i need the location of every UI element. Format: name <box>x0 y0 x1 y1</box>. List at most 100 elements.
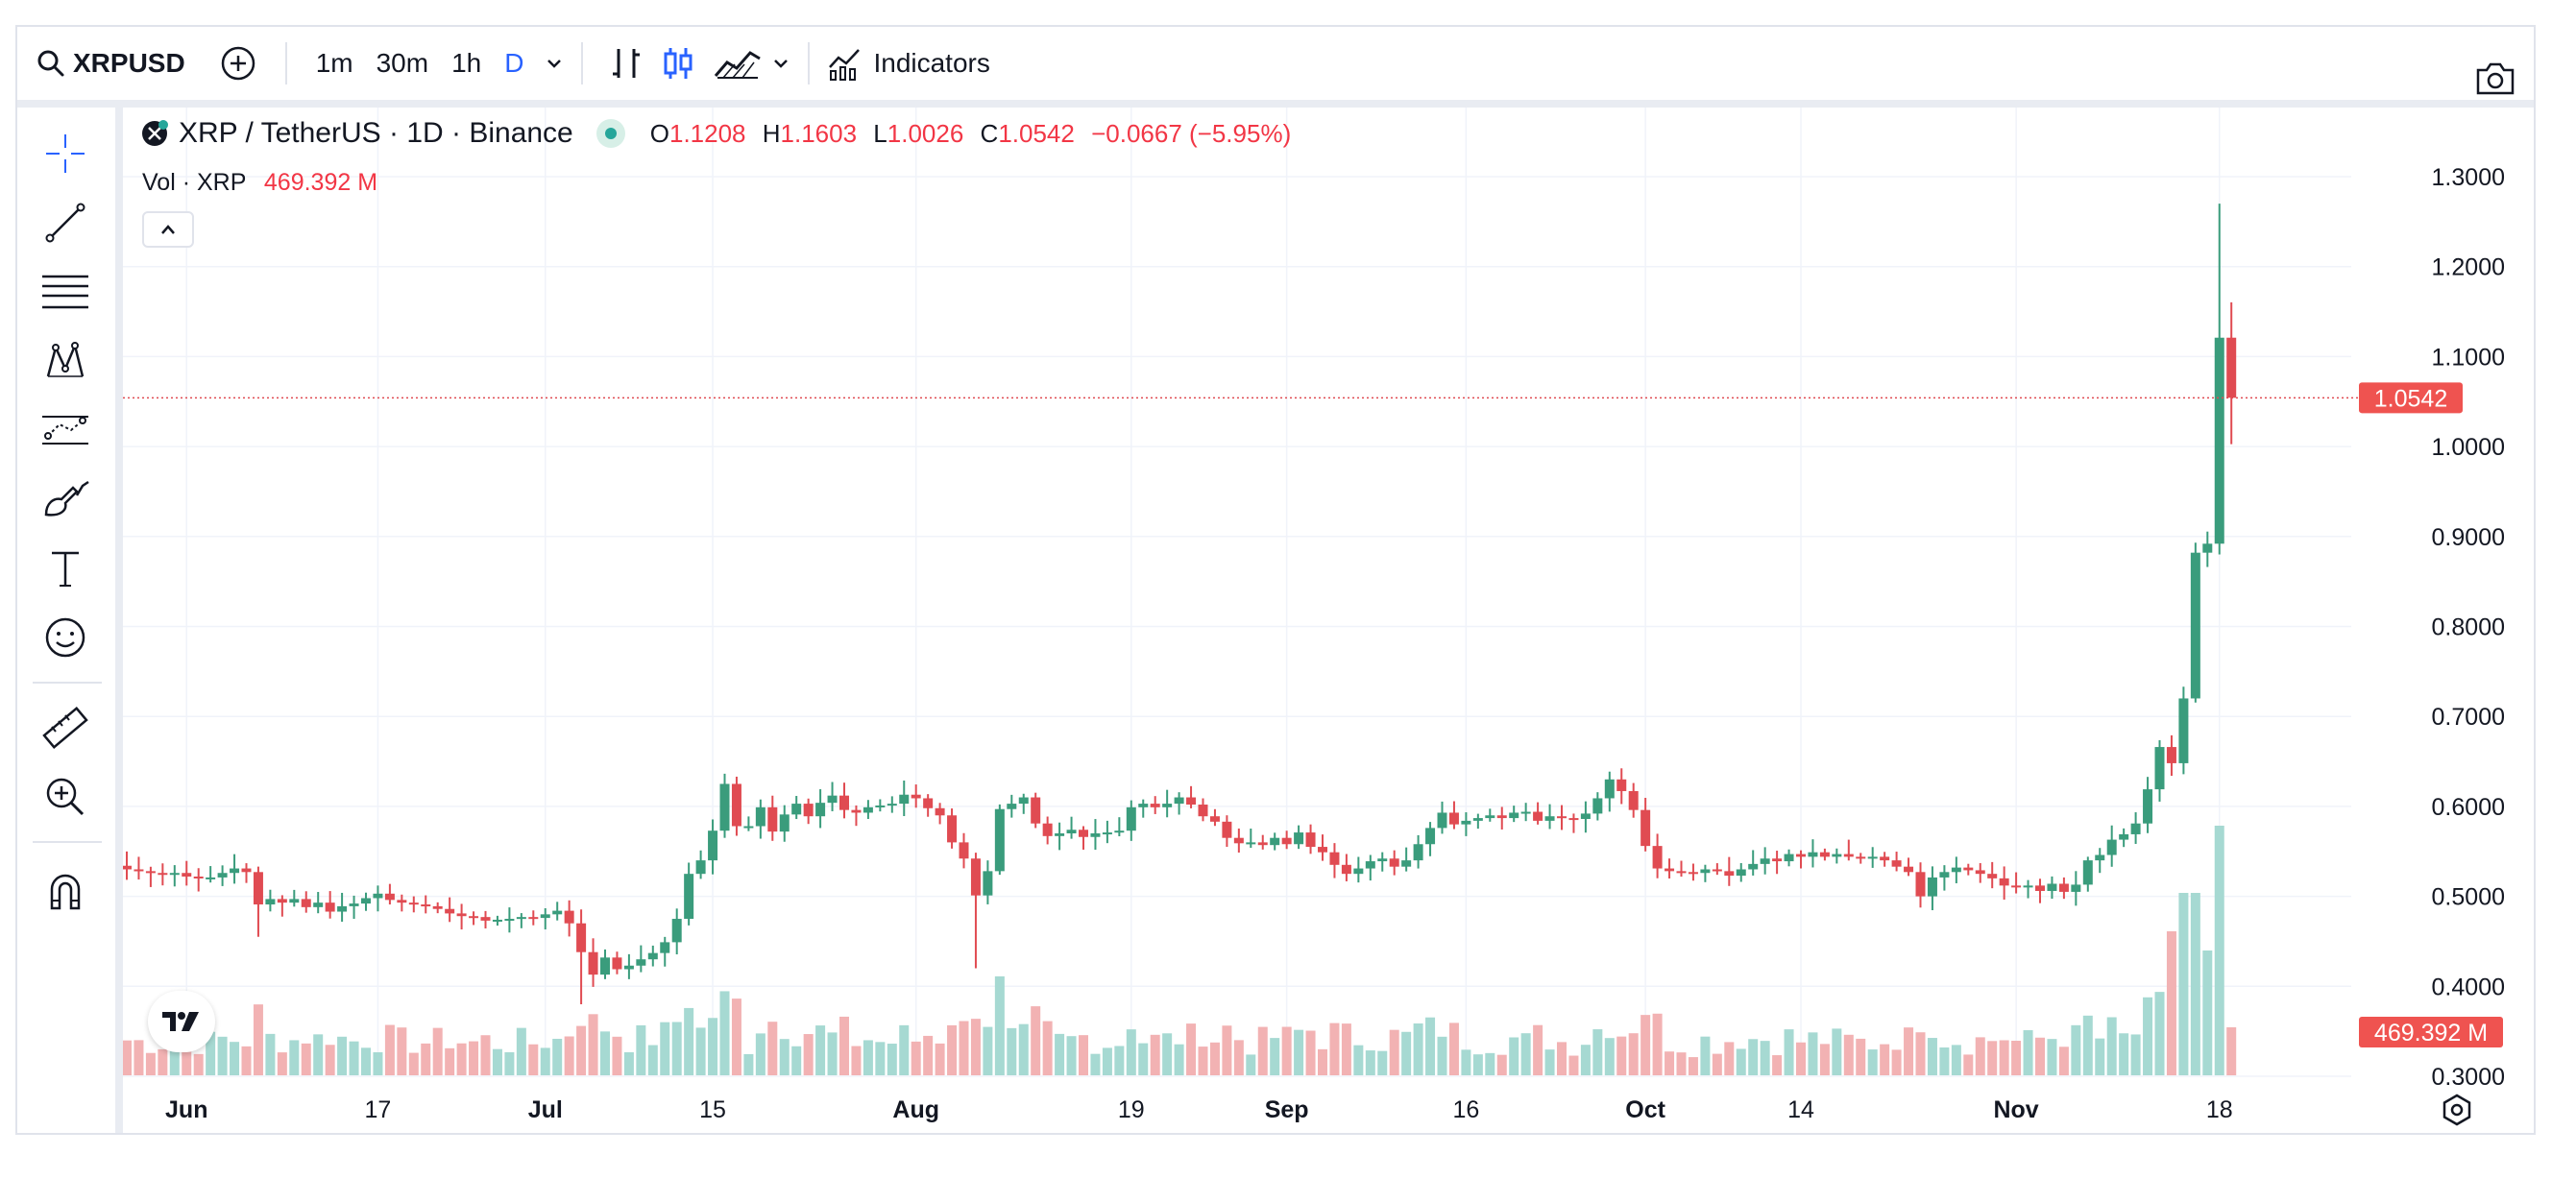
bar-style-button[interactable] <box>610 27 643 100</box>
candle-body <box>983 871 993 896</box>
volume-bar <box>1867 1049 1878 1075</box>
candle-body <box>1832 854 1842 857</box>
magnet-icon <box>50 874 81 910</box>
candle-body <box>337 905 348 912</box>
volume-bar <box>1999 1040 2009 1075</box>
candle-body <box>492 919 502 922</box>
volume-bar <box>779 1039 790 1075</box>
candle-body <box>815 803 826 817</box>
chart-type-dropdown[interactable] <box>771 27 790 100</box>
candle-body <box>552 910 563 915</box>
candle-body <box>193 876 204 878</box>
candle-body <box>2226 337 2237 398</box>
toolbar-separator <box>808 42 811 84</box>
candle-body <box>1365 861 1375 869</box>
volume-bar <box>564 1036 574 1075</box>
volume-bar <box>1126 1029 1136 1075</box>
interval-d[interactable]: D <box>504 48 524 78</box>
volume-bar <box>373 1051 383 1075</box>
brush-tool[interactable] <box>40 474 90 524</box>
market-status-icon[interactable] <box>595 119 625 148</box>
volume-bar <box>1055 1033 1065 1075</box>
candle-body <box>839 795 849 810</box>
volume-bar <box>2154 992 2165 1075</box>
candle-body <box>1736 869 1746 877</box>
magnet-tool[interactable] <box>40 866 90 916</box>
volume-bar <box>241 1046 252 1075</box>
chart-settings-button[interactable] <box>2440 1093 2474 1132</box>
last-price-line: 1.0542 469.392 M <box>123 382 2503 1047</box>
candle-body <box>1318 847 1327 853</box>
candle-body <box>719 783 730 831</box>
tradingview-logo[interactable] <box>148 991 215 1052</box>
volume-bar <box>1700 1036 1711 1075</box>
volume-bar <box>1724 1042 1735 1075</box>
text-icon <box>52 551 79 587</box>
crosshair-tool[interactable] <box>40 129 90 179</box>
interval-1m[interactable]: 1m <box>315 48 353 78</box>
volume-bar <box>576 1025 587 1075</box>
candle-body <box>1963 867 1974 871</box>
forecast-tool[interactable] <box>40 405 90 455</box>
volume-bar <box>1341 1023 1351 1075</box>
interval-dropdown[interactable] <box>545 27 564 100</box>
candle-body <box>1592 798 1603 814</box>
volume-bar <box>923 1035 934 1075</box>
candle-body <box>1533 811 1543 821</box>
volume-bar <box>1413 1023 1423 1075</box>
price-chart[interactable]: 0.3000 0.4000 0.5000 0.6000 0.7000 0.8000 0.90… <box>123 108 2536 1133</box>
interval-1h[interactable]: 1h <box>451 48 482 78</box>
candle-body <box>1975 870 1985 875</box>
measure-tool[interactable] <box>40 703 90 753</box>
candle-body <box>2130 823 2141 834</box>
volume-bar <box>863 1040 873 1075</box>
volume-legend[interactable]: Vol · XRP 469.392 M <box>142 169 377 197</box>
candle-body <box>528 917 539 920</box>
emoji-tool[interactable] <box>40 613 90 662</box>
candle-body <box>660 942 670 953</box>
candle-body <box>959 842 969 859</box>
candle-body <box>803 804 814 817</box>
emoji-icon <box>45 617 85 658</box>
candle-body <box>1557 816 1567 819</box>
ruler-icon <box>42 706 88 750</box>
volume-bar <box>456 1043 467 1075</box>
candle-body <box>1055 833 1065 836</box>
volume-bar <box>158 1048 168 1075</box>
volume-bar <box>349 1041 359 1075</box>
legend-title[interactable]: XRP / TetherUS · 1D · Binance <box>179 117 573 149</box>
time-tick-label: Jun <box>165 1096 207 1123</box>
volume-bar <box>1448 1023 1459 1075</box>
text-tool[interactable] <box>40 543 90 593</box>
volume-bar <box>432 1027 443 1075</box>
candle-body <box>421 904 431 907</box>
indicators-button[interactable]: Indicators <box>827 27 990 100</box>
interval-30m[interactable]: 30m <box>376 48 429 78</box>
volume-bar <box>2095 1038 2105 1075</box>
volume-bar <box>397 1027 407 1075</box>
add-symbol-button[interactable] <box>220 27 256 100</box>
candle-body <box>1520 811 1531 814</box>
volume-bar <box>1772 1055 1783 1075</box>
snapshot-button[interactable] <box>2474 42 2516 115</box>
collapse-legend-button[interactable] <box>142 211 194 248</box>
chart-type-button[interactable] <box>714 27 762 100</box>
candle-body <box>647 952 658 960</box>
volume-bar <box>1318 1048 1327 1075</box>
symbol-search[interactable]: XRPUSD <box>36 27 185 100</box>
volume-bar <box>1090 1053 1101 1075</box>
zoom-in-tool[interactable] <box>40 772 90 822</box>
pattern-tool[interactable] <box>40 336 90 386</box>
candles-button[interactable] <box>662 27 694 100</box>
time-tick-label: 18 <box>2206 1096 2233 1123</box>
candle-body <box>1437 812 1447 829</box>
trend-line-tool[interactable] <box>40 198 90 248</box>
fib-tool[interactable] <box>40 267 90 317</box>
candle-body <box>469 916 479 919</box>
candle-body <box>970 858 981 896</box>
candle-body <box>456 913 467 917</box>
volume-bar <box>623 1052 634 1075</box>
search-icon <box>37 50 64 77</box>
price-tick-label: 1.3000 <box>2432 164 2505 191</box>
candle-body <box>1939 872 1950 878</box>
